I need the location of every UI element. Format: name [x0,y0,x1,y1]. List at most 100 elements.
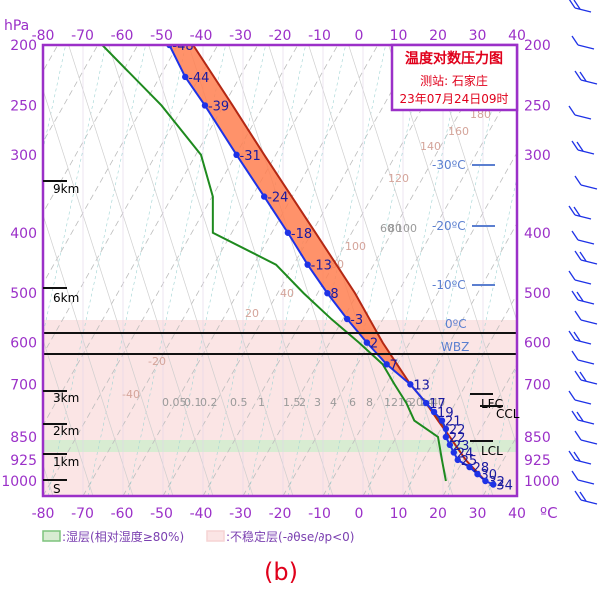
wind-barb [577,44,595,50]
dewpoint-curve [101,45,447,482]
wind-barb-feather [573,331,581,342]
temperature-point-label: 17 [429,397,446,412]
panel-label: (b) [264,558,298,586]
x-tick-top: 20 [429,28,447,44]
parcel-curve [192,45,487,482]
wind-barb [580,79,598,85]
adiabat-label: 140 [420,140,441,153]
y-tick-right: 300 [524,148,551,164]
y-tick-left: 500 [10,286,37,302]
x-tick-top: 40 [508,28,526,44]
temperature-point [466,463,473,471]
wind-barb-feather [574,250,582,261]
temperature-point [363,339,371,346]
adiabat-label: 40 [280,287,294,300]
level-markers: LFC CCL LCL WBZ 0ºC [441,317,520,458]
adiabat-label: -20 [148,355,166,368]
temperature-point-label: 13 [413,378,430,393]
wind-barb-feather [574,370,582,381]
adiabat-label: 100 [345,240,366,253]
wind-barb-feather [568,270,576,281]
x-tick-bottom: -10 [308,506,331,522]
temperature-point-label: 8 [330,287,338,302]
wind-barb-feather [568,0,576,9]
wind-barb [577,239,595,245]
temperature-point [407,381,414,388]
y-tick-left: 700 [10,377,37,393]
wind-barb [580,439,598,445]
temperature-point [343,315,351,323]
wind-barb-feather [571,410,579,421]
cape-area [169,45,411,385]
wind-barb [574,459,592,465]
y-tick-right: 925 [524,453,551,469]
x-tick-bottom: 0 [355,506,364,522]
wind-barb-feather [574,175,582,186]
wind-barb [580,259,598,265]
x-tick-bottom: -30 [229,506,252,522]
wind-barb [577,359,595,365]
adiabat-label: -40 [122,388,140,401]
height-1km: 1km [53,455,79,469]
x-tick-top: -70 [71,28,94,44]
y-tick-left: 850 [10,430,37,446]
y-tick-right: 850 [524,430,551,446]
wind-barb-feather [571,350,579,361]
legend-unstable-label: :不稳定层(-∂θse/∂p<0) [226,529,354,544]
x-tick-bottom: 40 [508,506,526,522]
temperature-unit: ºC [540,504,558,522]
legend-unstable-swatch [206,530,225,542]
wind-barb [574,339,592,345]
temperature-points: -48-44-39-31-24-18-138-32713171921222223… [166,45,513,493]
temperature-point [442,425,450,433]
x-axis-top: -80 -70 -60 -50 -40 -30 -20 -10 0 10 20 30 40 [32,28,526,44]
x-tick-bottom: -40 [190,506,213,522]
height-markers: 9km 6km 3km 2km 1km S [43,180,79,496]
y-tick-left: 1000 [1,474,37,490]
wbz-label: WBZ [441,340,469,354]
wind-barb [577,479,595,485]
legend-moist-label: :湿层(相对湿度≥80%) [62,529,184,544]
zero-degree-label: 0ºC [445,317,467,331]
x-tick-top: -40 [190,28,213,44]
isotherm-labels: -30ºC -20ºC -10ºC [432,158,495,292]
temperature-point-label: 24 [457,446,474,461]
x-tick-bottom: 10 [390,506,408,522]
y-tick-right: 500 [524,286,551,302]
wind-barb-feather [568,450,576,461]
temperature-point [446,441,454,449]
adiabat-label: 20 [245,307,259,320]
y-tick-right: 250 [524,98,551,114]
temperature-point-label: 7 [390,358,398,373]
temperature-point [442,433,450,441]
temperature-point [450,449,457,456]
temperature-point-label: 34 [496,478,513,493]
station-line: 测站: 石家庄 [420,73,488,88]
temperature-point [324,290,331,297]
lcl-label: LCL [481,444,503,458]
mixing-ratio-label: 6 [349,396,356,409]
temperature-point [233,151,240,159]
x-tick-top: -80 [32,28,55,44]
adiabat-label: 120 [388,172,409,185]
legend-moist-swatch [42,530,61,542]
height-2km: 2km [53,424,79,438]
temperature-point-label: 25 [461,454,478,469]
temperature-point [304,261,311,268]
wind-barb-feather [571,35,579,46]
wind-barb [577,149,595,155]
y-tick-left: 400 [10,226,37,242]
mixing-ratio-label: 1 [258,396,265,409]
wind-barb-feather [571,290,579,301]
lfc-label: LFC [481,397,503,411]
wind-barb-feather [576,141,584,152]
temperature-point [182,73,189,81]
height-3km: 3km [53,391,79,405]
temperature-point-label: 2 [370,337,378,352]
pressure-unit: hPa [4,18,29,34]
y-tick-right: 600 [524,336,551,352]
x-tick-top: -20 [269,28,292,44]
x-tick-bottom: 20 [429,506,447,522]
